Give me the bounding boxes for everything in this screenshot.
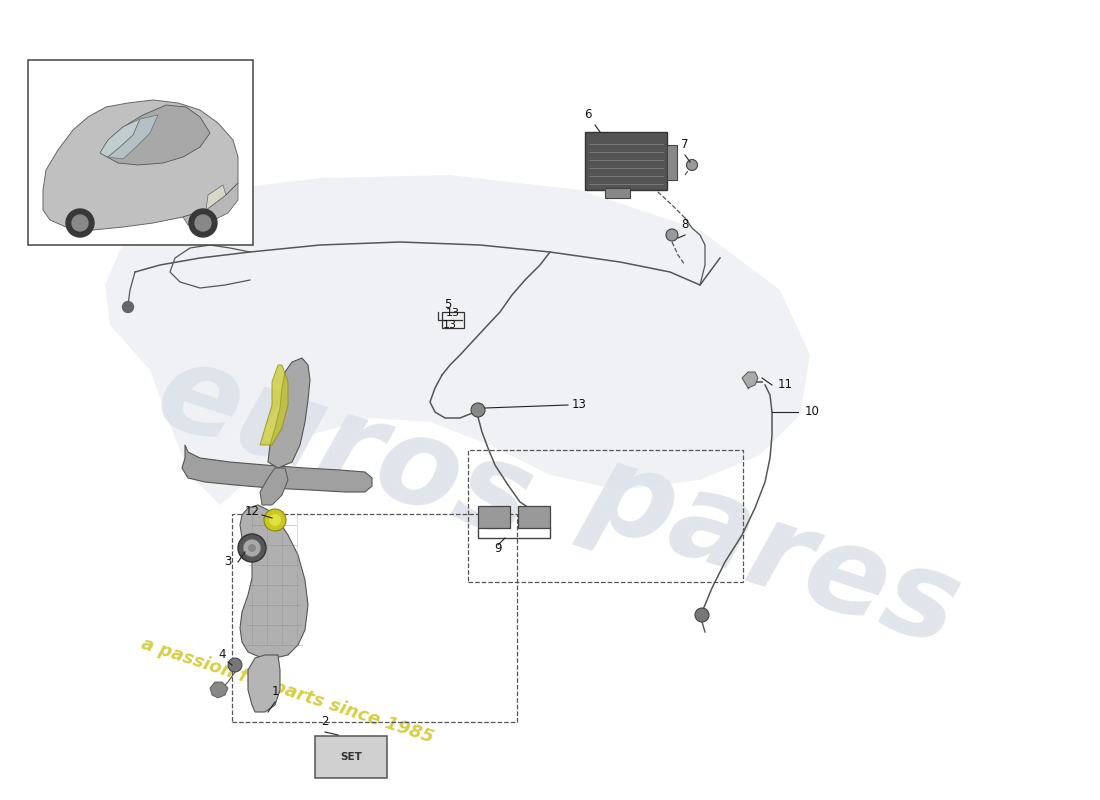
Text: 11: 11 (778, 378, 793, 391)
Text: 1: 1 (272, 685, 278, 698)
Polygon shape (248, 655, 280, 712)
Polygon shape (210, 682, 228, 698)
Polygon shape (240, 505, 308, 658)
Circle shape (72, 215, 88, 231)
Circle shape (471, 403, 485, 417)
Circle shape (248, 544, 256, 552)
Polygon shape (268, 358, 310, 468)
Bar (28, 60, 253, 245)
Text: res: res (733, 493, 974, 670)
Polygon shape (183, 183, 238, 225)
Polygon shape (108, 115, 158, 159)
Polygon shape (182, 445, 372, 492)
Circle shape (195, 215, 211, 231)
Text: SET: SET (340, 752, 362, 762)
Circle shape (686, 159, 697, 170)
Bar (442, 312, 464, 328)
Text: 10: 10 (805, 405, 820, 418)
Text: 9: 9 (494, 542, 502, 555)
Circle shape (122, 302, 133, 313)
Text: 13: 13 (443, 320, 456, 330)
Text: 3: 3 (224, 555, 232, 568)
Text: 4: 4 (218, 648, 226, 661)
Polygon shape (100, 119, 140, 157)
Polygon shape (260, 468, 288, 505)
Bar (232, 514, 517, 722)
Text: 13: 13 (446, 308, 460, 318)
Text: 5: 5 (444, 298, 452, 311)
Circle shape (238, 534, 266, 562)
Bar (315, 736, 387, 778)
Bar (518, 506, 550, 528)
Circle shape (189, 209, 217, 237)
Polygon shape (43, 100, 238, 230)
Text: 8: 8 (681, 218, 689, 231)
Text: 6: 6 (584, 108, 592, 121)
Circle shape (264, 509, 286, 531)
Circle shape (695, 608, 710, 622)
Text: 13: 13 (572, 398, 587, 411)
Text: pa: pa (572, 433, 770, 596)
Text: a passion for parts since 1985: a passion for parts since 1985 (139, 634, 436, 746)
Text: 12: 12 (244, 505, 260, 518)
Circle shape (243, 539, 261, 557)
Text: 7: 7 (681, 138, 689, 151)
Polygon shape (100, 105, 210, 165)
Circle shape (270, 514, 280, 526)
Bar (605, 188, 630, 198)
Bar (667, 145, 676, 180)
Bar (585, 132, 667, 190)
Text: 2: 2 (321, 715, 329, 728)
Polygon shape (206, 185, 225, 210)
Circle shape (666, 229, 678, 241)
Bar (468, 450, 742, 582)
Polygon shape (260, 365, 288, 445)
Polygon shape (742, 372, 758, 388)
Text: euros: euros (142, 333, 547, 563)
Circle shape (66, 209, 94, 237)
Circle shape (228, 658, 242, 672)
Polygon shape (104, 175, 810, 505)
Bar (478, 506, 510, 528)
